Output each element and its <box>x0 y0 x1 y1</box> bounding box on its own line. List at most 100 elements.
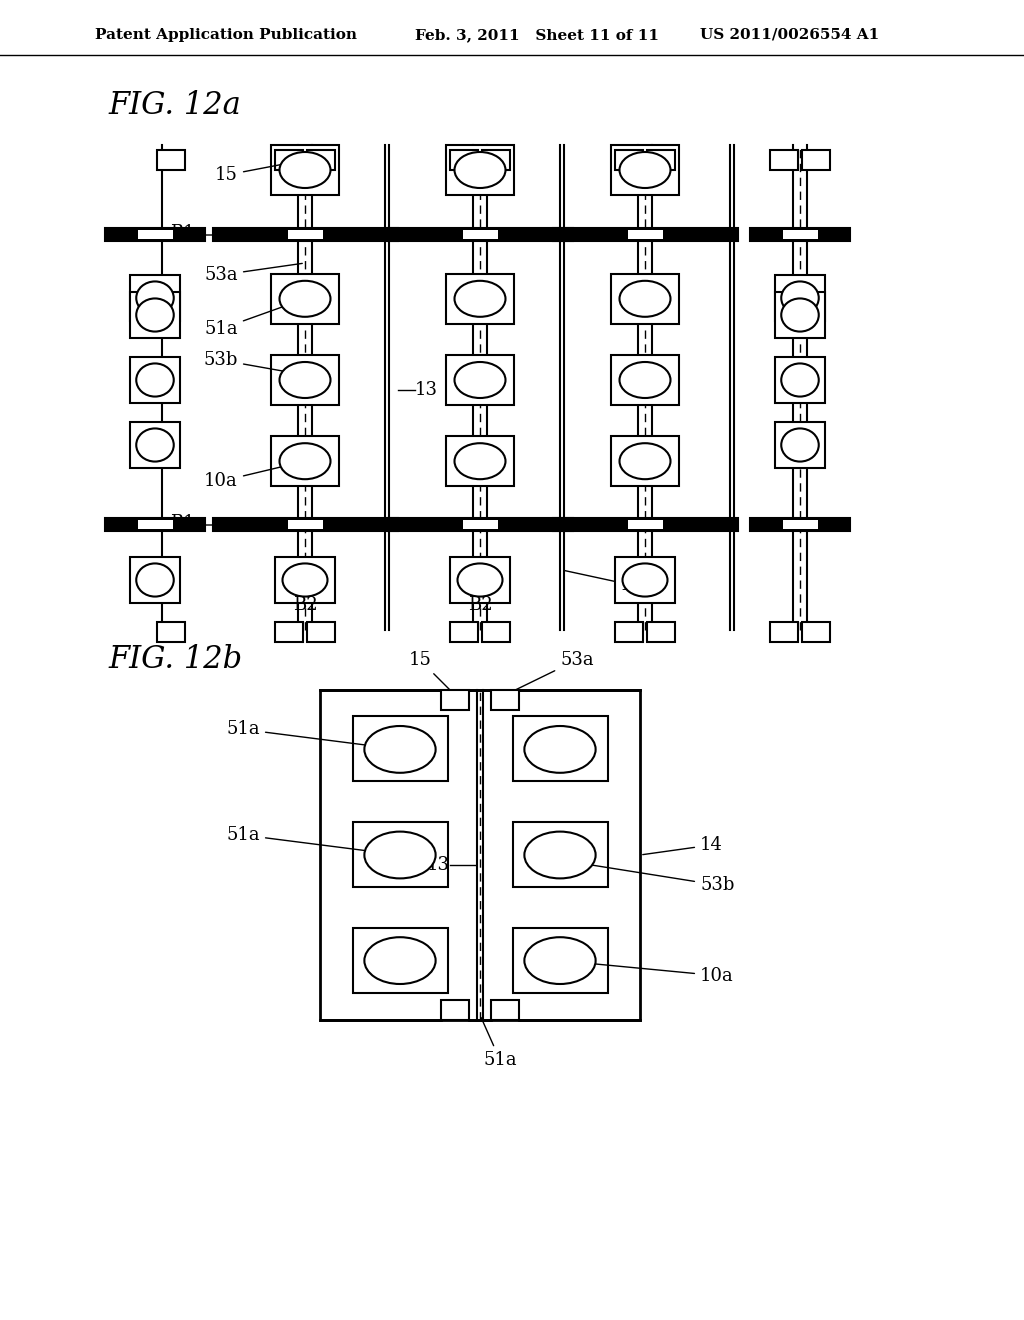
Ellipse shape <box>136 298 174 331</box>
Bar <box>353 822 449 887</box>
Bar <box>353 928 449 993</box>
Bar <box>615 622 643 642</box>
Ellipse shape <box>458 564 503 597</box>
Ellipse shape <box>365 726 435 772</box>
Bar <box>615 557 675 603</box>
Bar <box>213 517 397 531</box>
Ellipse shape <box>781 298 819 331</box>
Bar <box>775 275 825 321</box>
Bar <box>138 230 173 239</box>
Bar <box>482 622 510 642</box>
Ellipse shape <box>365 937 435 983</box>
Ellipse shape <box>524 937 596 983</box>
Text: 15: 15 <box>409 651 453 693</box>
Bar <box>275 557 335 603</box>
Text: 10a: 10a <box>204 462 302 490</box>
Ellipse shape <box>781 363 819 396</box>
Text: 53b: 53b <box>563 861 734 894</box>
Ellipse shape <box>781 281 819 314</box>
Ellipse shape <box>455 281 506 317</box>
Ellipse shape <box>280 362 331 399</box>
Bar <box>750 517 850 531</box>
Bar <box>750 228 850 242</box>
Bar <box>130 292 180 338</box>
Text: 51a: 51a <box>226 826 397 854</box>
Bar <box>130 356 180 403</box>
Bar <box>647 622 675 642</box>
Ellipse shape <box>455 444 506 479</box>
Bar <box>802 150 830 170</box>
Bar <box>775 422 825 469</box>
Bar <box>387 517 572 531</box>
Bar <box>611 273 679 323</box>
Bar <box>441 690 469 710</box>
Text: 13: 13 <box>415 381 438 399</box>
Bar <box>783 230 818 239</box>
Ellipse shape <box>136 281 174 314</box>
Bar <box>157 622 185 642</box>
Bar <box>130 275 180 321</box>
Bar <box>450 150 478 170</box>
Bar <box>446 273 514 323</box>
Bar <box>307 622 335 642</box>
Bar <box>138 520 173 529</box>
Text: 10a: 10a <box>563 961 734 985</box>
Bar <box>463 520 498 529</box>
Bar <box>105 517 205 531</box>
Bar <box>353 717 449 781</box>
Bar <box>288 230 323 239</box>
Text: B2: B2 <box>468 597 493 614</box>
Text: Feb. 3, 2011   Sheet 11 of 11: Feb. 3, 2011 Sheet 11 of 11 <box>415 28 659 42</box>
Bar <box>611 145 679 195</box>
Bar <box>463 230 498 239</box>
Bar <box>611 436 679 486</box>
Ellipse shape <box>524 832 596 878</box>
Text: US 2011/0026554 A1: US 2011/0026554 A1 <box>700 28 880 42</box>
Ellipse shape <box>620 152 671 187</box>
Bar <box>775 292 825 338</box>
Text: Patent Application Publication: Patent Application Publication <box>95 28 357 42</box>
Text: B1: B1 <box>170 224 195 242</box>
Bar <box>213 228 397 242</box>
Text: 13: 13 <box>427 855 450 874</box>
Ellipse shape <box>136 429 174 462</box>
Bar <box>513 717 608 781</box>
Text: 53a: 53a <box>205 264 302 284</box>
Ellipse shape <box>623 564 668 597</box>
Text: 51a: 51a <box>226 721 397 748</box>
Text: 51a: 51a <box>481 1018 517 1069</box>
Bar <box>770 622 798 642</box>
Ellipse shape <box>280 444 331 479</box>
Bar <box>446 355 514 405</box>
Bar <box>130 557 180 603</box>
Bar <box>628 230 663 239</box>
Bar <box>450 622 478 642</box>
Ellipse shape <box>455 362 506 399</box>
Bar <box>157 150 185 170</box>
Bar <box>441 1001 469 1020</box>
Bar <box>271 355 339 405</box>
Ellipse shape <box>524 726 596 772</box>
Text: FIG. 12b: FIG. 12b <box>108 644 242 676</box>
Bar <box>802 622 830 642</box>
Bar <box>482 150 510 170</box>
Text: 15: 15 <box>215 161 302 183</box>
Bar <box>105 228 205 242</box>
Bar <box>775 356 825 403</box>
Bar <box>271 145 339 195</box>
Text: 14: 14 <box>564 570 643 594</box>
Bar <box>307 150 335 170</box>
Bar <box>783 520 818 529</box>
Ellipse shape <box>280 281 331 317</box>
Bar <box>450 557 510 603</box>
Bar <box>513 928 608 993</box>
Text: 53a: 53a <box>508 651 594 694</box>
Bar <box>271 436 339 486</box>
Text: B1: B1 <box>170 513 195 532</box>
Ellipse shape <box>280 152 331 187</box>
Ellipse shape <box>620 362 671 399</box>
Ellipse shape <box>620 444 671 479</box>
Bar <box>130 422 180 469</box>
Text: B2: B2 <box>293 597 317 614</box>
Bar <box>271 273 339 323</box>
